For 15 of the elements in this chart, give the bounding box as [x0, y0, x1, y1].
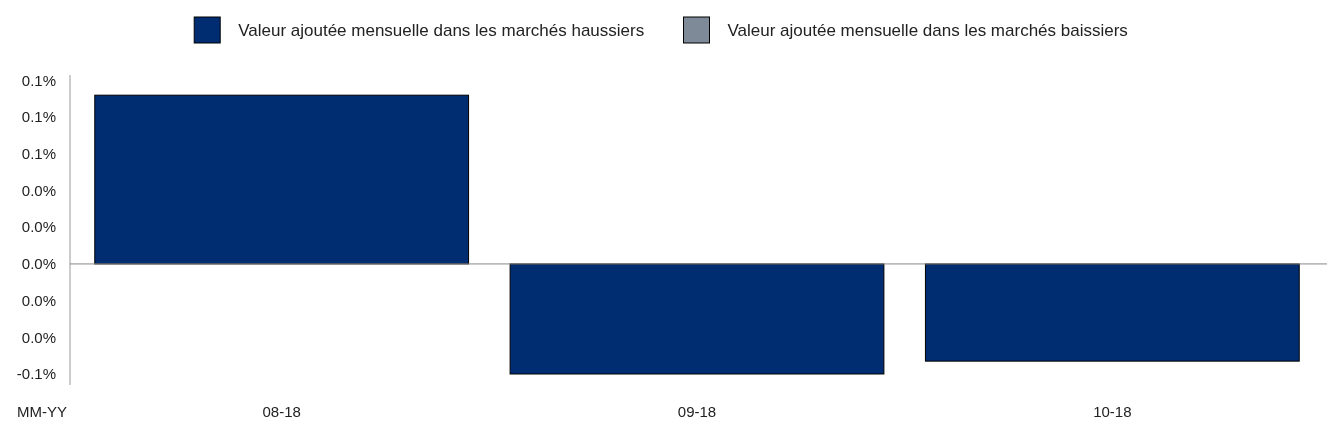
x-tick-label: 08-18 — [262, 403, 301, 420]
legend-label: Valeur ajoutée mensuelle dans les marchés haussiers — [238, 21, 645, 40]
x-axis-title: MM-YY — [17, 403, 67, 420]
y-tick-label: 0.0% — [21, 181, 56, 199]
x-tick-label: 09-18 — [677, 403, 717, 420]
y-tick-label: 0.1% — [21, 71, 56, 89]
y-tick-label: -0.1% — [16, 365, 56, 383]
y-tick-label: 0.1% — [21, 145, 56, 163]
y-tick-label: 0.0% — [21, 255, 56, 273]
y-tick-label: 0.1% — [21, 108, 56, 126]
y-tick-label: 0.0% — [21, 291, 56, 309]
y-tick-label: 0.0% — [21, 328, 56, 346]
legend-label: Valeur ajoutée mensuelle dans les marchés baissiers — [727, 21, 1128, 40]
x-tick-label: 10-18 — [1093, 403, 1132, 420]
y-tick-label: 0.0% — [21, 218, 56, 236]
